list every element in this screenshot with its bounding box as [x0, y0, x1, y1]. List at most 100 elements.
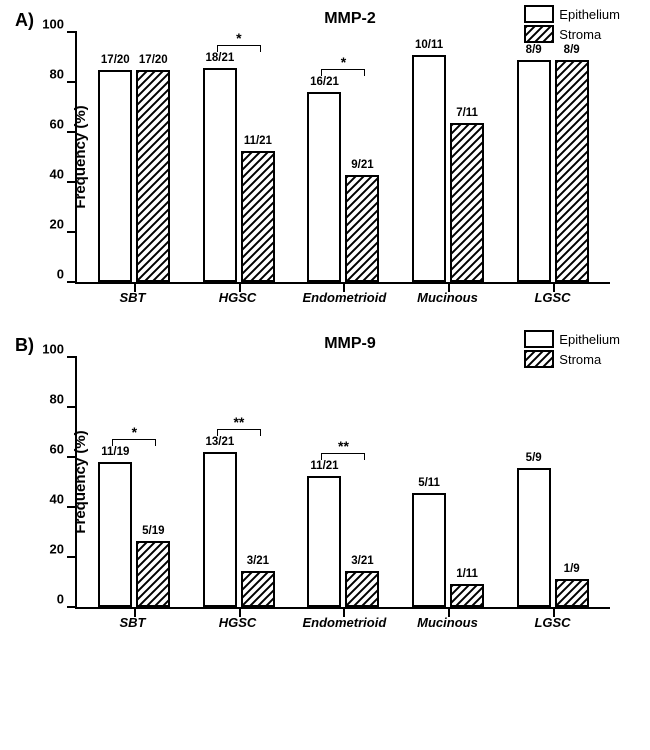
- epithelium-bar: 11/21: [307, 476, 341, 607]
- bar-group: 13/213/21**: [203, 452, 275, 607]
- x-tick-label: Endometrioid: [303, 615, 383, 630]
- epithelium-bar: 11/19: [98, 462, 132, 607]
- y-tick: [67, 131, 77, 133]
- legend-item: Epithelium: [524, 5, 620, 23]
- y-tick: [67, 81, 77, 83]
- y-tick: [67, 456, 77, 458]
- x-tick: [553, 607, 555, 617]
- x-tick-label: Mucinous: [408, 615, 488, 630]
- y-tick: [67, 281, 77, 283]
- significance-marker: *: [341, 54, 346, 70]
- bar-value-label: 16/21: [310, 76, 339, 88]
- panel-label: A): [15, 10, 34, 31]
- epithelium-bar: 8/9: [517, 60, 551, 282]
- bar-group: 10/117/11: [412, 55, 484, 282]
- epithelium-bar: 10/11: [412, 55, 446, 282]
- x-tick: [343, 607, 345, 617]
- bar-group: 17/2017/20: [98, 70, 170, 283]
- bar-value-label: 9/21: [351, 159, 373, 171]
- x-tick-label: HGSC: [198, 615, 278, 630]
- significance-bracket: **: [217, 429, 261, 430]
- bar-value-label: 11/19: [101, 446, 129, 458]
- solid-swatch-icon: [524, 5, 554, 23]
- bar-group: 8/98/9: [517, 60, 589, 282]
- bar-value-label: 11/21: [310, 460, 338, 472]
- bar-value-label: 5/19: [142, 525, 164, 537]
- y-tick-label: 80: [42, 67, 64, 82]
- bar-group: 18/2111/21*: [203, 68, 275, 282]
- stroma-bar: 7/11: [450, 123, 484, 282]
- bar-value-label: 5/9: [526, 452, 542, 464]
- chart-area: Frequency (%)02040608010011/195/19*13/21…: [75, 357, 610, 609]
- significance-marker: **: [233, 414, 244, 430]
- y-tick: [67, 556, 77, 558]
- stroma-bar: 17/20: [136, 70, 170, 283]
- stroma-bar: 1/11: [450, 584, 484, 607]
- y-tick: [67, 356, 77, 358]
- stroma-bar: 9/21: [345, 175, 379, 282]
- y-tick: [67, 606, 77, 608]
- x-tick-label: LGSC: [513, 290, 593, 305]
- bar-value-label: 17/20: [139, 54, 168, 66]
- y-tick-label: 40: [42, 492, 64, 507]
- bar-value-label: 11/21: [244, 135, 272, 147]
- bars-container: 17/2017/2018/2111/21*16/219/21*10/117/11…: [77, 32, 610, 282]
- bar-value-label: 13/21: [206, 436, 235, 448]
- x-tick: [343, 282, 345, 292]
- x-tick: [134, 282, 136, 292]
- bar-group: 11/213/21**: [307, 476, 379, 607]
- significance-bracket: *: [112, 439, 156, 440]
- bar-value-label: 8/9: [564, 44, 580, 56]
- y-tick-label: 80: [42, 392, 64, 407]
- panel-label: B): [15, 335, 34, 356]
- bar-value-label: 1/9: [564, 563, 580, 575]
- x-tick: [448, 282, 450, 292]
- significance-bracket: *: [217, 45, 261, 46]
- significance-marker: **: [338, 438, 349, 454]
- epithelium-bar: 13/21: [203, 452, 237, 607]
- y-tick-label: 60: [42, 117, 64, 132]
- bars-container: 11/195/19*13/213/21**11/213/21**5/111/11…: [77, 357, 610, 607]
- significance-bracket: *: [321, 69, 365, 70]
- legend-label: Epithelium: [559, 7, 620, 22]
- x-tick: [239, 282, 241, 292]
- bar-value-label: 3/21: [351, 555, 373, 567]
- solid-swatch-icon: [524, 330, 554, 348]
- y-tick-label: 20: [42, 542, 64, 557]
- y-tick: [67, 231, 77, 233]
- bar-value-label: 10/11: [415, 39, 443, 51]
- bar-group: 11/195/19*: [98, 462, 170, 607]
- x-tick-label: Mucinous: [408, 290, 488, 305]
- y-tick: [67, 181, 77, 183]
- y-tick: [67, 406, 77, 408]
- epithelium-bar: 5/11: [412, 493, 446, 607]
- y-tick-label: 20: [42, 217, 64, 232]
- stroma-bar: 8/9: [555, 60, 589, 282]
- bar-value-label: 18/21: [206, 52, 235, 64]
- y-tick-label: 100: [42, 342, 64, 357]
- x-tick-label: Endometrioid: [303, 290, 383, 305]
- bar-value-label: 3/21: [247, 555, 269, 567]
- x-tick-label: HGSC: [198, 290, 278, 305]
- chart-area: Frequency (%)02040608010017/2017/2018/21…: [75, 32, 610, 284]
- y-tick-label: 40: [42, 167, 64, 182]
- stroma-bar: 3/21: [241, 571, 275, 607]
- epithelium-bar: 5/9: [517, 468, 551, 607]
- chart-panel: B)EpitheliumStromaMMP-9Frequency (%)0204…: [20, 335, 630, 630]
- bar-group: 5/111/11: [412, 493, 484, 607]
- epithelium-bar: 17/20: [98, 70, 132, 283]
- bar-group: 5/9 1/9: [517, 468, 589, 607]
- epithelium-bar: 18/21: [203, 68, 237, 282]
- bar-value-label: 7/11: [456, 107, 478, 119]
- x-tick: [448, 607, 450, 617]
- stroma-bar: 11/21: [241, 151, 275, 282]
- bar-value-label: 5/11: [418, 477, 440, 489]
- stroma-bar: 5/19: [136, 541, 170, 607]
- significance-marker: *: [132, 424, 137, 440]
- x-tick-label: SBT: [93, 290, 173, 305]
- x-tick: [553, 282, 555, 292]
- y-tick: [67, 506, 77, 508]
- legend-item: Epithelium: [524, 330, 620, 348]
- y-tick-label: 0: [42, 592, 64, 607]
- x-tick-label: LGSC: [513, 615, 593, 630]
